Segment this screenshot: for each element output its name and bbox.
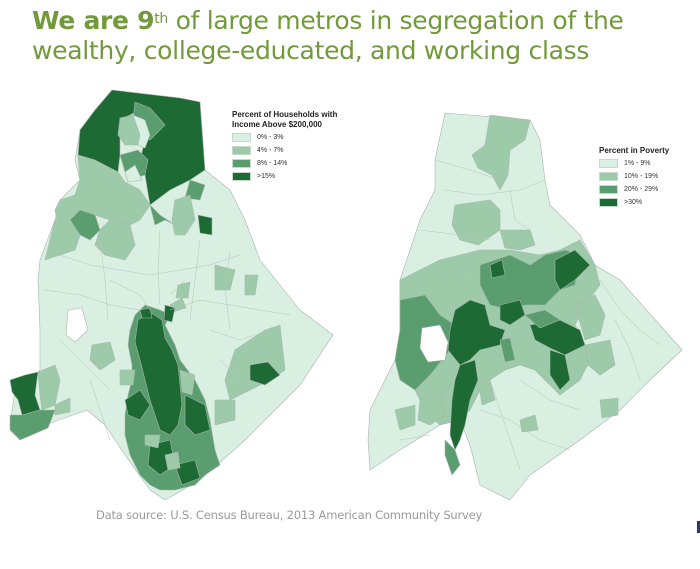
income-legend: Percent of Households with Income Above … [232,110,337,182]
legend-item-income-8-14: 8% - 14% [232,158,337,169]
swatch-medium [599,185,618,194]
title-line-1: We are 9th of large metros in segregatio… [32,6,624,35]
poverty-legend-title: Percent in Poverty [599,146,670,155]
legend-item-income-15plus: >15% [232,171,337,182]
legend-item-poverty-10-19: 10% - 19% [599,171,669,182]
data-source-note: Data source: U.S. Census Bureau, 2013 Am… [96,508,483,522]
legend-item-poverty-30plus: >30% [599,197,669,208]
title-line-2: wealthy, college-educated, and working c… [32,36,590,65]
income-choropleth-map [9,89,334,500]
legend-item-poverty-1-9: 1% - 9% [599,158,669,169]
slide-title: We are 9th of large metros in segregatio… [32,6,692,66]
edge-artifact [697,521,700,533]
swatch-lightest [232,133,251,142]
legend-item-income-4-7: 4% - 7% [232,145,337,156]
swatch-light [232,146,251,155]
swatch-medium [232,159,251,168]
swatch-dark [232,172,251,181]
swatch-lightest [599,159,618,168]
poverty-legend: Percent in Poverty 1% - 9% 10% - 19% 20%… [599,146,669,208]
legend-item-income-0-3: 0% - 3% [232,132,337,143]
income-legend-title-line-1: Percent of Households with [232,110,338,119]
income-legend-title-line-2: Income Above $200,000 [232,120,322,129]
swatch-dark [599,198,618,207]
swatch-light [599,172,618,181]
poverty-choropleth-map [367,112,683,500]
legend-item-poverty-20-29: 20% - 29% [599,184,669,195]
